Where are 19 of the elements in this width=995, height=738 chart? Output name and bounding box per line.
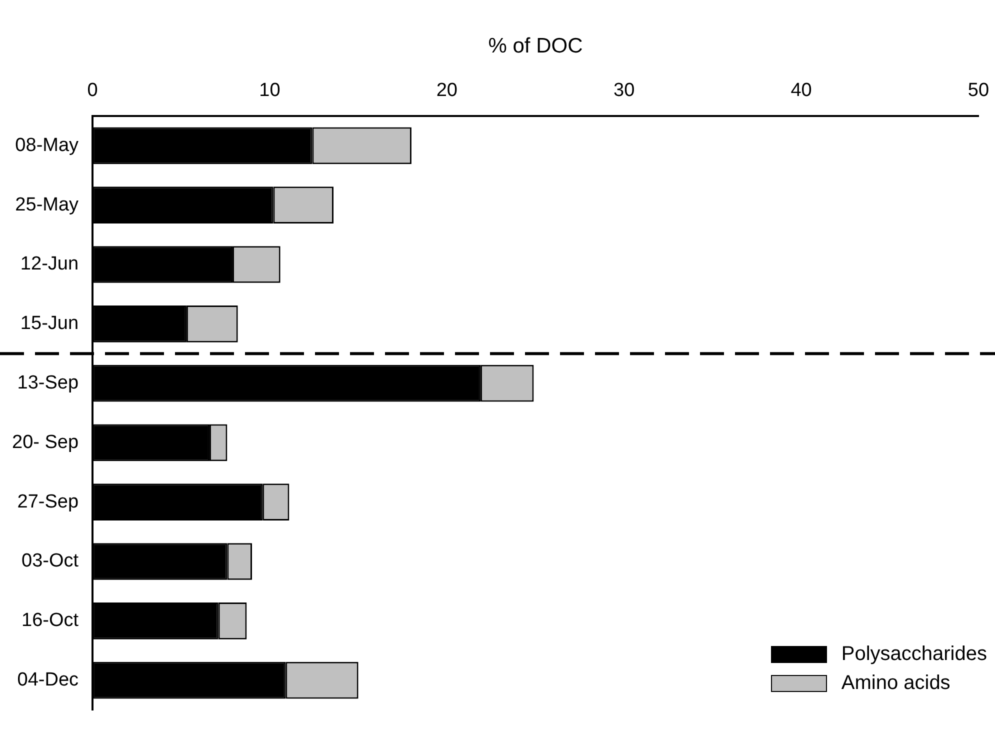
- x-tick-label: 50: [968, 80, 990, 101]
- x-tick-label: 0: [87, 80, 98, 101]
- x-tick-label: 40: [790, 80, 812, 101]
- y-tick-label: 13-Sep: [17, 372, 79, 394]
- y-tick-label: 04-Dec: [17, 670, 79, 691]
- legend-label: Polysaccharides: [841, 643, 987, 666]
- y-tick-label: 15-Jun: [20, 313, 79, 334]
- y-tick-label: 25-May: [15, 194, 80, 216]
- y-tick-label: 20- Sep: [12, 432, 79, 453]
- legend-label: Amino acids: [841, 672, 950, 695]
- x-tick-label: 10: [259, 80, 280, 101]
- x-axis-title: % of DOC: [488, 34, 583, 58]
- y-tick-label: 16-Oct: [22, 610, 80, 632]
- y-tick-label: 27-Sep: [17, 491, 79, 512]
- y-tick-label: 08-May: [15, 134, 80, 156]
- y-tick-label: 03-Oct: [22, 550, 80, 572]
- y-tick-label: 12-Jun: [20, 254, 79, 275]
- x-tick-label: 20: [436, 80, 458, 101]
- x-tick-label: 30: [614, 80, 635, 101]
